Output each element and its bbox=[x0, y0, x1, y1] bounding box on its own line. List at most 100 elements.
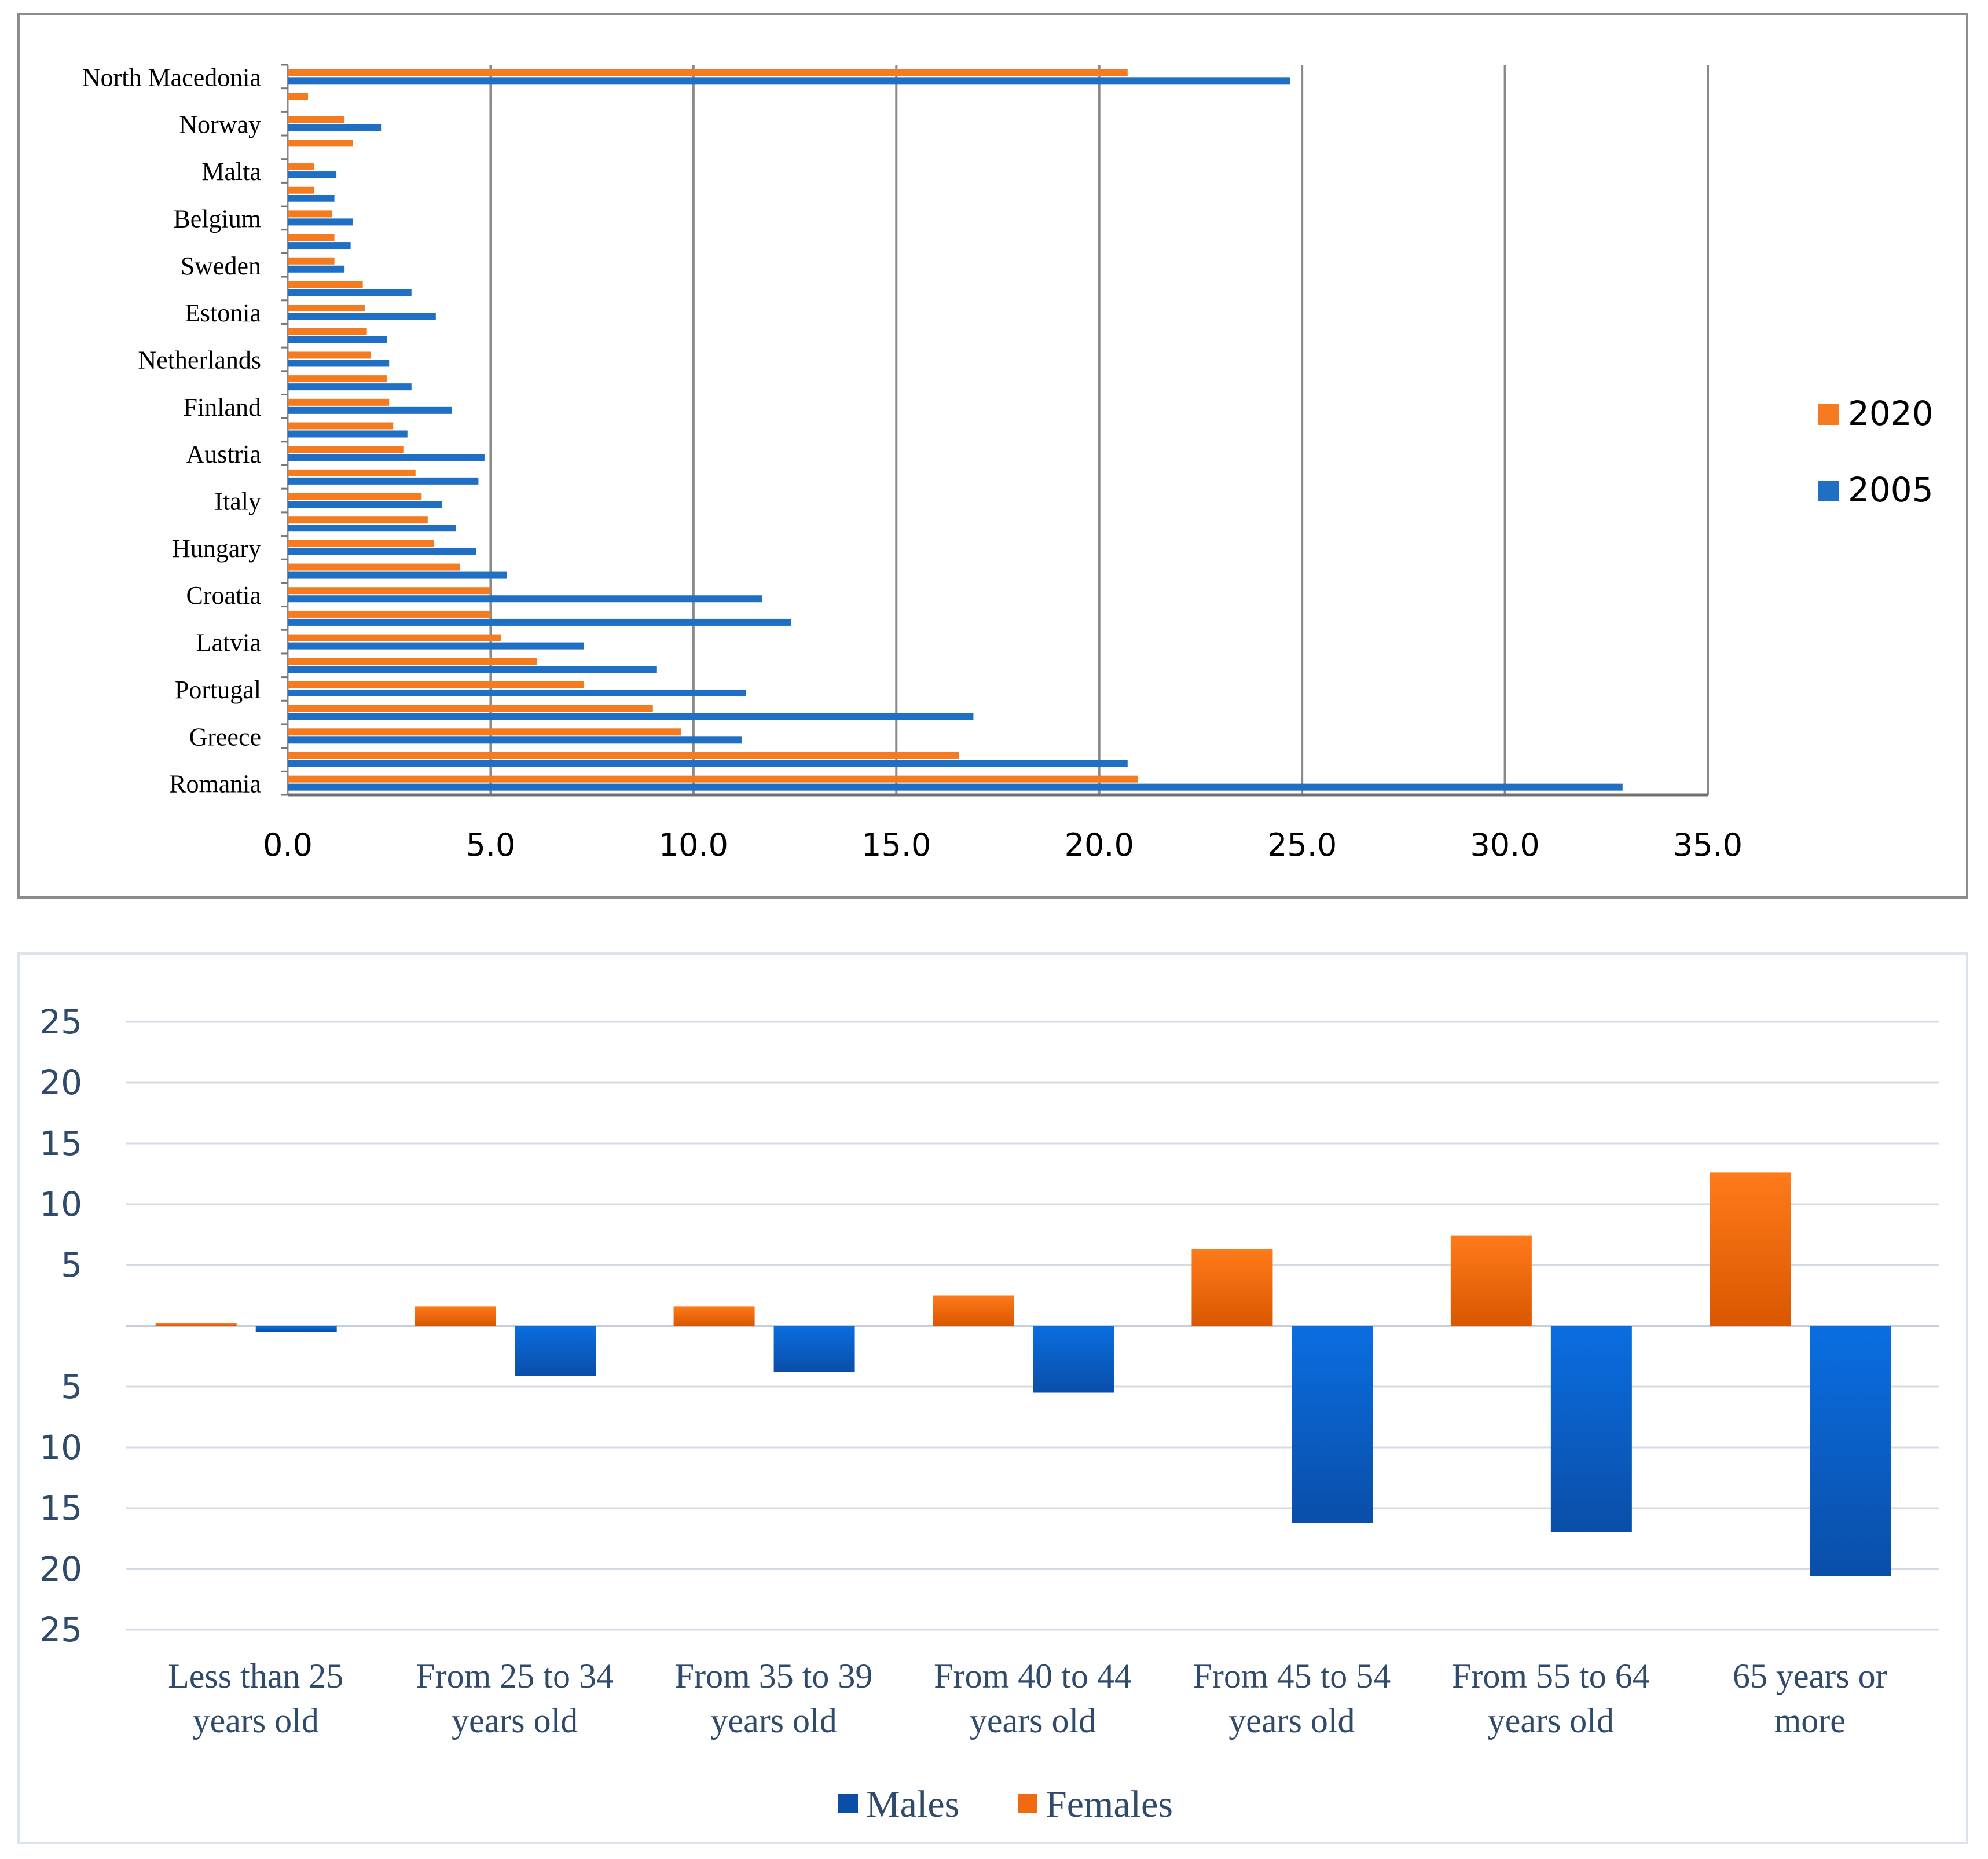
category-label: Croatia bbox=[186, 581, 261, 610]
bar-2005 bbox=[288, 124, 382, 131]
y-tick-label: 5 bbox=[61, 1367, 82, 1406]
bar-2020 bbox=[288, 93, 309, 100]
bar-2005 bbox=[288, 430, 408, 438]
bar-2005 bbox=[288, 525, 456, 532]
bar-2020 bbox=[288, 728, 681, 736]
bar-males bbox=[773, 1326, 855, 1372]
bar-females bbox=[1450, 1235, 1532, 1326]
y-tick-label: 15 bbox=[39, 1488, 82, 1528]
category-label: Finland bbox=[184, 393, 261, 421]
bar-2020 bbox=[288, 751, 959, 759]
category-label: Netherlands bbox=[138, 346, 261, 374]
chart-1-horizontal-bars: North Macedonia Norway Malta Belgium Sweden E… bbox=[82, 63, 1934, 863]
legend-label: Females bbox=[1046, 1783, 1173, 1825]
bar-females bbox=[1710, 1172, 1791, 1326]
category-label: Romania bbox=[169, 770, 261, 798]
bar-2020 bbox=[288, 563, 460, 571]
category-label: Sweden bbox=[181, 252, 261, 280]
bar-2020 bbox=[288, 257, 335, 265]
category-label: Austria bbox=[186, 440, 261, 468]
bar-females bbox=[933, 1295, 1014, 1326]
bar-2005 bbox=[288, 760, 1128, 767]
bar-2005 bbox=[288, 77, 1290, 85]
bar-2020 bbox=[288, 234, 335, 241]
category-label-line1: Less than 25 bbox=[168, 1657, 343, 1695]
category-label-line2: more bbox=[1774, 1702, 1846, 1740]
category-label: Latvia bbox=[196, 629, 261, 657]
chart-2-frame bbox=[17, 952, 1968, 1844]
x-tick-label: 0.0 bbox=[263, 827, 313, 863]
category-label-line1: From 35 to 39 bbox=[675, 1657, 873, 1695]
bar-males bbox=[1550, 1326, 1632, 1532]
chart-1-frame bbox=[17, 13, 1968, 899]
bar-2020 bbox=[288, 375, 387, 383]
category-label: Italy bbox=[214, 487, 261, 516]
bar-2020 bbox=[288, 705, 653, 712]
bar-2005 bbox=[288, 736, 742, 744]
bar-2005 bbox=[288, 501, 442, 508]
category-label-line1: From 25 to 34 bbox=[416, 1657, 614, 1695]
bar-2020 bbox=[288, 775, 1138, 783]
bar-2020 bbox=[288, 540, 434, 547]
bar-2005 bbox=[288, 360, 390, 367]
bar-2020 bbox=[288, 681, 584, 688]
bar-2020 bbox=[288, 446, 404, 453]
bar-females bbox=[673, 1306, 755, 1326]
y-tick-label: 25 bbox=[39, 1002, 82, 1042]
category-label: Malta bbox=[201, 157, 261, 186]
y-tick-label: 15 bbox=[39, 1124, 82, 1163]
bar-2020 bbox=[288, 305, 365, 312]
bar-2020 bbox=[288, 186, 314, 194]
bar-males bbox=[515, 1326, 596, 1376]
bar-2005 bbox=[288, 289, 412, 296]
bar-2005 bbox=[288, 595, 763, 603]
bar-2020 bbox=[288, 610, 491, 618]
x-tick-label: 15.0 bbox=[861, 827, 931, 863]
bar-males bbox=[255, 1326, 337, 1332]
bar-2020 bbox=[288, 210, 333, 218]
bar-2020 bbox=[288, 140, 353, 147]
bar-females bbox=[1191, 1249, 1273, 1326]
bar-2005 bbox=[288, 666, 657, 673]
y-tick-label: 20 bbox=[39, 1549, 82, 1589]
bar-2020 bbox=[288, 469, 416, 476]
y-tick-label: 25 bbox=[39, 1610, 82, 1649]
bar-2005 bbox=[288, 713, 974, 720]
x-tick-label: 20.0 bbox=[1065, 827, 1134, 863]
bar-2005 bbox=[288, 783, 1623, 791]
bar-2020 bbox=[288, 328, 367, 335]
bar-2020 bbox=[288, 351, 371, 359]
category-label: Belgium bbox=[173, 204, 261, 233]
category-label: Estonia bbox=[185, 299, 261, 327]
category-label-line2: years old bbox=[1228, 1702, 1355, 1740]
y-tick-label: 10 bbox=[39, 1428, 82, 1467]
legend-swatch bbox=[1818, 404, 1839, 425]
bar-2005 bbox=[288, 571, 507, 579]
bar-2005 bbox=[288, 336, 387, 343]
bar-2005 bbox=[288, 642, 584, 650]
bar-males bbox=[1810, 1326, 1891, 1576]
bar-2005 bbox=[288, 454, 485, 461]
bar-2020 bbox=[288, 163, 314, 171]
bar-2005 bbox=[288, 406, 452, 414]
y-tick-label: 20 bbox=[39, 1063, 82, 1102]
bar-females bbox=[415, 1306, 496, 1326]
bar-2005 bbox=[288, 218, 353, 226]
legend-swatch bbox=[838, 1794, 858, 1813]
category-label-line1: From 55 to 64 bbox=[1452, 1657, 1650, 1695]
bar-2020 bbox=[288, 493, 422, 500]
bar-2005 bbox=[288, 477, 479, 485]
bar-males bbox=[1033, 1326, 1114, 1393]
bar-2005 bbox=[288, 689, 746, 696]
bar-2020 bbox=[288, 634, 501, 641]
bar-2020 bbox=[288, 658, 538, 665]
bar-males bbox=[1292, 1326, 1373, 1523]
category-label: Hungary bbox=[172, 534, 261, 563]
bar-2020 bbox=[288, 281, 363, 288]
bar-2005 bbox=[288, 313, 436, 320]
legend-label: Males bbox=[866, 1783, 959, 1825]
category-label-line2: years old bbox=[970, 1702, 1096, 1740]
x-tick-label: 30.0 bbox=[1470, 827, 1539, 863]
bar-2020 bbox=[288, 69, 1128, 76]
